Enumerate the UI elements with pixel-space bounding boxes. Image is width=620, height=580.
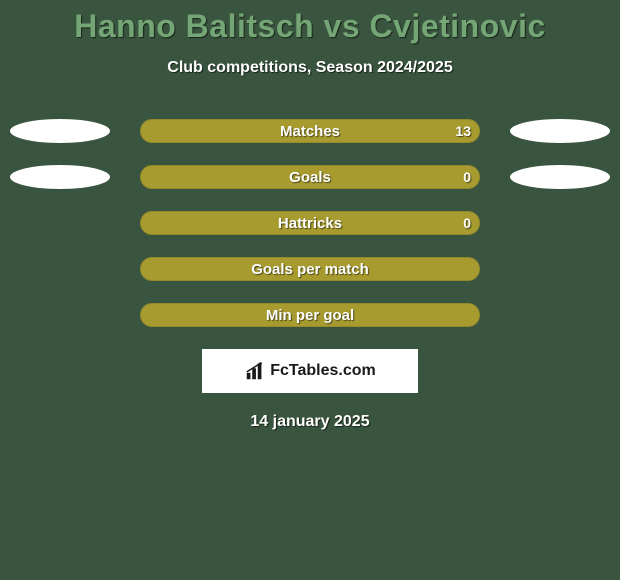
stat-label: Matches [141,123,479,140]
stat-label: Min per goal [141,307,479,324]
bars-area: Matches 13 Goals 0 Hattricks 0 Goals per… [0,119,620,327]
ellipse-right [510,119,610,143]
chart-title: Hanno Balitsch vs Cvjetinovic [74,8,546,45]
stat-row-goals: Goals 0 [0,165,620,189]
ellipse-left [10,119,110,143]
chart-subtitle: Club competitions, Season 2024/2025 [167,59,452,77]
stat-bar: Matches 13 [140,119,480,143]
stat-bar: Goals 0 [140,165,480,189]
chart-container: Hanno Balitsch vs Cvjetinovic Club compe… [0,0,620,580]
logo-box: FcTables.com [202,349,418,393]
stat-value: 13 [455,123,471,139]
stat-row-hattricks: Hattricks 0 [0,211,620,235]
stat-value: 0 [463,215,471,231]
stat-value: 0 [463,169,471,185]
stat-label: Goals per match [141,261,479,278]
logo-text: FcTables.com [270,362,376,380]
stat-label: Goals [141,169,479,186]
ellipse-right [510,165,610,189]
stat-bar: Min per goal [140,303,480,327]
stat-bar: Goals per match [140,257,480,281]
stat-row-matches: Matches 13 [0,119,620,143]
stat-row-gpm: Goals per match [0,257,620,281]
chart-date: 14 january 2025 [250,413,369,431]
ellipse-left [10,165,110,189]
bar-chart-icon [244,360,266,382]
stat-label: Hattricks [141,215,479,232]
stat-bar: Hattricks 0 [140,211,480,235]
stat-row-mpg: Min per goal [0,303,620,327]
